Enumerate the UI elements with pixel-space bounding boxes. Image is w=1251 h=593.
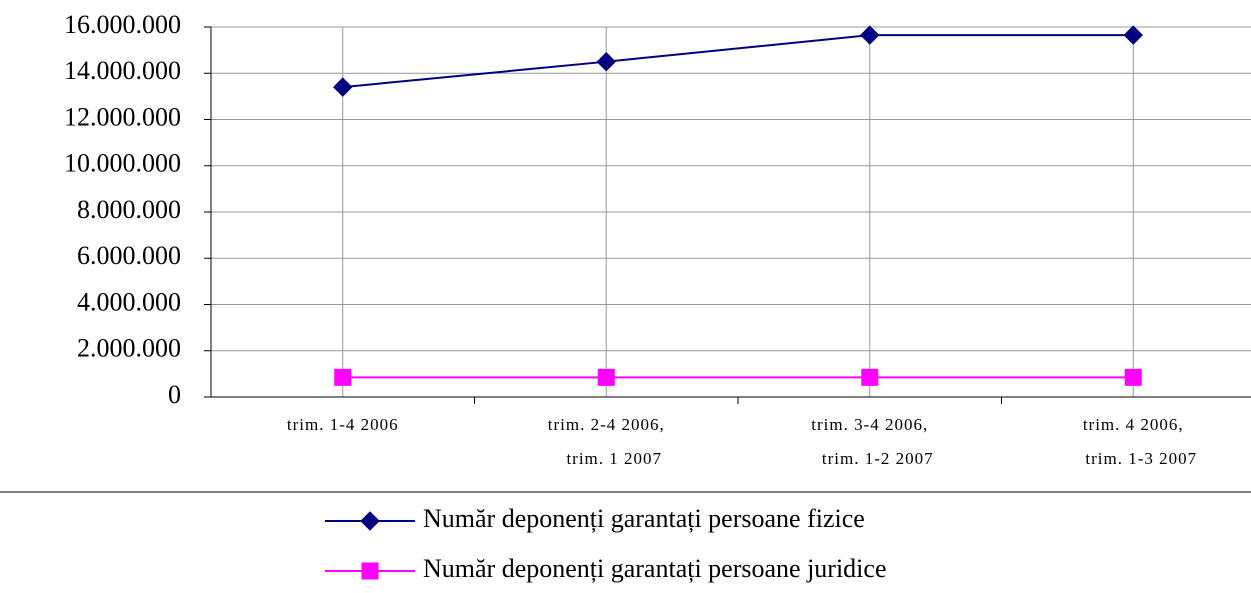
marker	[861, 368, 879, 386]
legend-label: Număr deponenți garantați persoane jurid…	[423, 554, 886, 583]
marker	[1124, 368, 1142, 386]
y-tick-label: 10.000.000	[64, 149, 181, 178]
marker	[333, 77, 353, 97]
y-tick-label: 4.000.000	[77, 287, 181, 316]
legend-entry: Număr deponenți garantați persoane fizic…	[325, 504, 865, 533]
x-tick-label: trim. 2-4 2006,	[548, 415, 665, 434]
y-tick-label: 12.000.000	[64, 102, 181, 131]
legend-marker	[361, 562, 379, 580]
legend-marker	[360, 511, 380, 531]
x-tick-label: trim. 1 2007	[566, 449, 662, 468]
marker	[1123, 25, 1143, 45]
y-tick-label: 0	[168, 380, 181, 409]
y-tick-label: 16.000.000	[64, 10, 181, 39]
x-tick-label: trim. 1-3 2007	[1085, 449, 1197, 468]
y-tick-label: 14.000.000	[64, 56, 181, 85]
legend-label: Număr deponenți garantați persoane fizic…	[423, 504, 865, 533]
marker	[334, 368, 352, 386]
x-tick-label: trim. 1-4 2006	[287, 415, 399, 434]
x-tick-label: trim. 3-4 2006,	[811, 415, 928, 434]
marker	[597, 368, 615, 386]
y-tick-label: 6.000.000	[77, 241, 181, 270]
legend-entry: Număr deponenți garantați persoane jurid…	[325, 554, 886, 583]
line-series	[342, 34, 1134, 89]
marker	[860, 25, 880, 45]
y-tick-label: 8.000.000	[77, 195, 181, 224]
marker	[596, 51, 616, 72]
x-tick-label: trim. 4 2006,	[1083, 415, 1184, 434]
y-tick-label: 2.000.000	[77, 334, 181, 363]
x-tick-label: trim. 1-2 2007	[822, 449, 934, 468]
